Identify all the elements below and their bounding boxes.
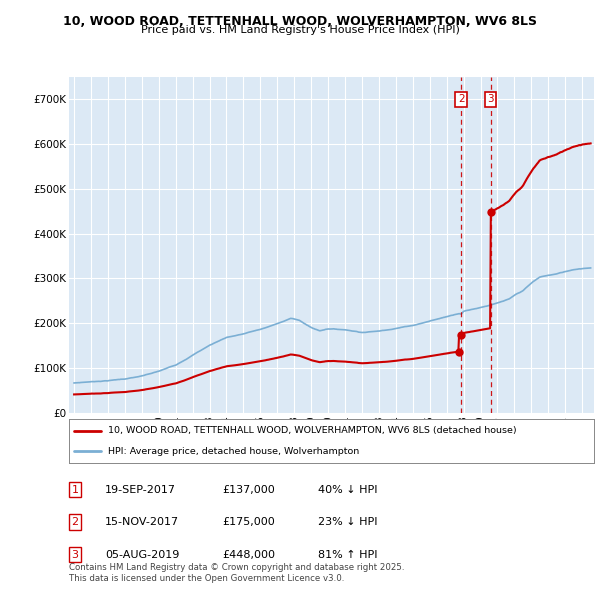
Text: 40% ↓ HPI: 40% ↓ HPI xyxy=(318,485,377,494)
Text: 10, WOOD ROAD, TETTENHALL WOOD, WOLVERHAMPTON, WV6 8LS: 10, WOOD ROAD, TETTENHALL WOOD, WOLVERHA… xyxy=(63,15,537,28)
Text: 3: 3 xyxy=(487,94,494,104)
Text: 81% ↑ HPI: 81% ↑ HPI xyxy=(318,550,377,559)
Text: HPI: Average price, detached house, Wolverhampton: HPI: Average price, detached house, Wolv… xyxy=(109,447,359,455)
Text: 2: 2 xyxy=(71,517,79,527)
Text: Contains HM Land Registry data © Crown copyright and database right 2025.: Contains HM Land Registry data © Crown c… xyxy=(69,563,404,572)
Text: 23% ↓ HPI: 23% ↓ HPI xyxy=(318,517,377,527)
Text: £137,000: £137,000 xyxy=(222,485,275,494)
Text: 19-SEP-2017: 19-SEP-2017 xyxy=(105,485,176,494)
Text: 15-NOV-2017: 15-NOV-2017 xyxy=(105,517,179,527)
Text: This data is licensed under the Open Government Licence v3.0.: This data is licensed under the Open Gov… xyxy=(69,574,344,583)
Text: 10, WOOD ROAD, TETTENHALL WOOD, WOLVERHAMPTON, WV6 8LS (detached house): 10, WOOD ROAD, TETTENHALL WOOD, WOLVERHA… xyxy=(109,427,517,435)
Text: £448,000: £448,000 xyxy=(222,550,275,559)
Text: 3: 3 xyxy=(71,550,79,559)
Text: 1: 1 xyxy=(71,485,79,494)
Text: £175,000: £175,000 xyxy=(222,517,275,527)
Text: 2: 2 xyxy=(458,94,465,104)
Text: 05-AUG-2019: 05-AUG-2019 xyxy=(105,550,179,559)
Text: Price paid vs. HM Land Registry's House Price Index (HPI): Price paid vs. HM Land Registry's House … xyxy=(140,25,460,35)
